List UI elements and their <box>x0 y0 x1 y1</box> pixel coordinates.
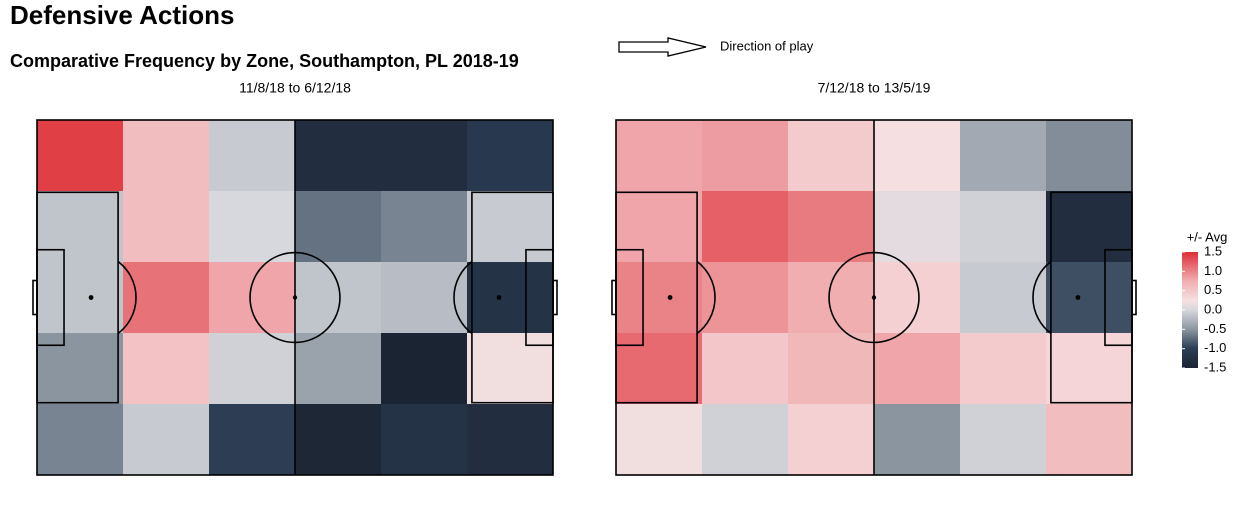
centre-circle <box>249 251 341 344</box>
heat-cell <box>960 120 1047 192</box>
heat-cell <box>209 404 296 476</box>
heat-cell <box>788 191 875 263</box>
colorbar-tick-label: -0.5 <box>1204 321 1226 336</box>
colorbar <box>1182 252 1198 368</box>
heat-cell <box>295 120 382 192</box>
heat-cell <box>381 191 468 263</box>
penalty-spot <box>667 295 673 300</box>
heat-cell <box>123 333 210 405</box>
goal <box>1131 279 1137 316</box>
heat-cell <box>123 120 210 192</box>
heat-cell <box>702 191 789 263</box>
heat-cell <box>209 120 296 192</box>
penalty-arc <box>1032 260 1052 335</box>
heat-cell <box>209 262 296 334</box>
colorbar-tick-label: -1.0 <box>1204 340 1226 355</box>
panel-subtitle: 7/12/18 to 13/5/19 <box>818 80 931 96</box>
heat-cell <box>702 333 789 405</box>
heat-cell <box>467 262 554 334</box>
goal <box>32 279 38 316</box>
heat-cell <box>123 262 210 334</box>
heat-cell <box>467 191 554 263</box>
pitch-lines <box>32 119 558 476</box>
heat-cell <box>702 404 789 476</box>
panel-subtitle: 11/8/18 to 6/12/18 <box>239 80 351 96</box>
heat-cell <box>1046 262 1133 334</box>
title: Defensive Actions <box>10 0 234 30</box>
penalty-spot <box>88 295 94 300</box>
arrow <box>618 37 707 57</box>
pitch-lines <box>611 119 1137 476</box>
heat-cell <box>616 120 703 192</box>
colorbar-tick-label: -1.5 <box>1204 359 1226 374</box>
colorbar-tick-label: 1.5 <box>1204 243 1222 258</box>
colorbar-tick-label: 0.0 <box>1204 301 1222 316</box>
heat-cell <box>874 191 961 263</box>
heat-cell <box>874 333 961 405</box>
heat-cell <box>1046 120 1133 192</box>
heat-cell <box>467 404 554 476</box>
heat-cell <box>123 191 210 263</box>
heat-cell <box>874 262 961 334</box>
goal <box>611 279 617 316</box>
heat-cell <box>874 404 961 476</box>
heat-cell <box>381 262 468 334</box>
goal <box>552 279 558 316</box>
penalty-arc <box>696 260 716 335</box>
centre-spot <box>292 295 298 300</box>
centre-spot <box>871 295 877 300</box>
colorbar-tick-label: 1.0 <box>1204 263 1222 278</box>
heat-cell <box>1046 191 1133 263</box>
colorbar-title: +/- Avg <box>1187 229 1228 244</box>
heat-cell <box>1046 404 1133 476</box>
centre-circle <box>828 251 920 344</box>
subtitle: Comparative Frequency by Zone, Southampt… <box>10 51 519 71</box>
penalty-arc <box>117 260 137 335</box>
heat-cell <box>702 120 789 192</box>
heat-cell <box>381 333 468 405</box>
penalty-arc <box>453 260 473 335</box>
heat-cell <box>960 404 1047 476</box>
heat-cell <box>616 262 703 334</box>
heat-cell <box>702 262 789 334</box>
heat-cell <box>616 191 703 263</box>
heat-cell <box>37 262 124 334</box>
heat-cell <box>788 120 875 192</box>
heat-cell <box>960 262 1047 334</box>
heat-cell <box>788 333 875 405</box>
heat-cell <box>37 404 124 476</box>
heat-cell <box>874 120 961 192</box>
colorbar-tick-label: 0.5 <box>1204 282 1222 297</box>
penalty-spot <box>496 295 502 300</box>
heat-cell <box>616 333 703 405</box>
heat-cell <box>123 404 210 476</box>
heat-cell <box>295 262 382 334</box>
heat-cell <box>295 191 382 263</box>
heat-cell <box>37 120 124 192</box>
heat-cell <box>209 333 296 405</box>
heat-cell <box>467 120 554 192</box>
heat-cell <box>960 333 1047 405</box>
heat-cell <box>1046 333 1133 405</box>
heat-cell <box>381 120 468 192</box>
penalty-spot <box>1075 295 1081 300</box>
heat-cell <box>381 404 468 476</box>
heat-cell <box>788 262 875 334</box>
heat-cell <box>37 191 124 263</box>
heat-cell <box>788 404 875 476</box>
heat-cell <box>616 404 703 476</box>
heat-cell <box>295 404 382 476</box>
heat-cell <box>209 191 296 263</box>
annotation: Direction of play <box>720 38 814 53</box>
heat-cell <box>37 333 124 405</box>
heat-cell <box>295 333 382 405</box>
heat-cell <box>960 191 1047 263</box>
heat-cell <box>467 333 554 405</box>
